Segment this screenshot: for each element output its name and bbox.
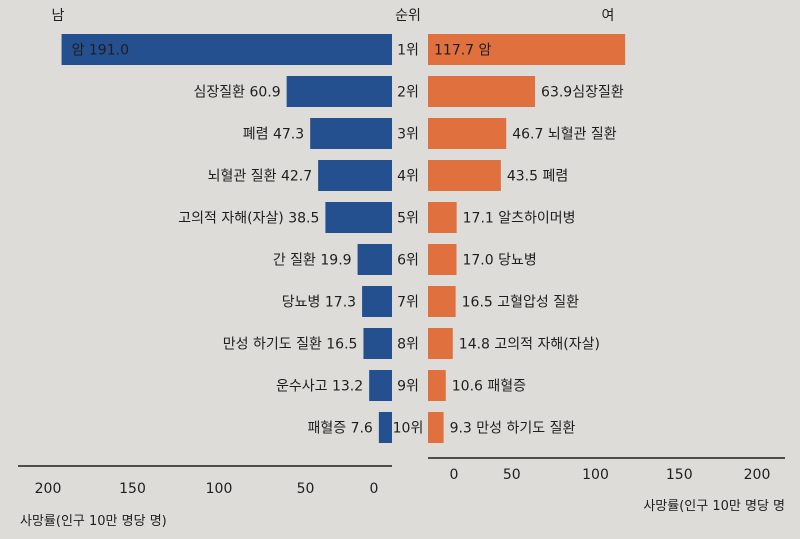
female-bar-label-7: 16.5 고혈압성 질환	[462, 295, 579, 311]
male-bar-label-4: 뇌혈관 질환 42.7	[208, 169, 312, 185]
female-bar-label-4: 43.5 폐렴	[507, 169, 568, 185]
female-bar-8	[428, 328, 453, 359]
male-bar-10	[378, 412, 392, 443]
left-axis-tick-150: 150	[119, 481, 146, 497]
male-bar-9	[369, 370, 392, 401]
rank-label-4: 4위	[397, 169, 419, 185]
rank-label-5: 5위	[397, 211, 419, 227]
male-bar-8	[363, 328, 392, 359]
right-axis-label: 사망률(인구 10만 명당 명	[643, 499, 785, 514]
male-bar-3	[310, 118, 392, 149]
female-bar-label-6: 17.0 당뇨병	[462, 253, 536, 269]
male-header: 남	[52, 8, 65, 24]
female-bar-2	[428, 76, 536, 107]
female-bar-9	[428, 370, 446, 401]
male-bar-4	[318, 160, 392, 191]
rank-label-8: 8위	[397, 337, 419, 353]
rank-label-7: 7위	[397, 295, 419, 311]
left-axis-tick-100: 100	[206, 481, 233, 497]
right-axis-tick-150: 150	[666, 467, 693, 483]
male-bar-2	[286, 76, 392, 107]
rank-label-9: 9위	[397, 379, 419, 395]
right-axis-tick-200: 200	[744, 467, 771, 483]
female-header: 여	[602, 8, 615, 24]
right-axis-tick-100: 100	[582, 467, 609, 483]
rank-label-1: 1위	[397, 43, 419, 59]
left-axis-tick-0: 0	[370, 481, 379, 497]
female-bar-10	[428, 412, 444, 443]
female-bar-label-10: 9.3 만성 하기도 질환	[450, 421, 576, 437]
male-bar-label-3: 폐렴 47.3	[243, 127, 304, 143]
rank-label-10: 10위	[393, 421, 424, 437]
male-bar-label-9: 운수사고 13.2	[276, 379, 363, 395]
female-bar-7	[428, 286, 456, 317]
rank-label-2: 2위	[397, 85, 419, 101]
male-bar-label-8: 만성 하기도 질환 16.5	[223, 337, 358, 353]
right-axis-tick-50: 50	[503, 467, 521, 483]
right-axis-tick-0: 0	[450, 467, 459, 483]
male-bar-label-5: 고의적 자해(자살) 38.5	[178, 211, 319, 227]
male-bar-7	[362, 286, 392, 317]
left-axis-tick-200: 200	[35, 481, 62, 497]
female-bar-label-2: 63.9심장질환	[541, 85, 624, 101]
female-bar-label-9: 10.6 패혈증	[452, 379, 526, 395]
female-bar-label-5: 17.1 알츠하이머병	[463, 211, 576, 227]
female-bar-6	[428, 244, 457, 275]
male-bar-5	[325, 202, 392, 233]
female-bar-label-3: 46.7 뇌혈관 질환	[512, 127, 617, 143]
male-bar-6	[357, 244, 392, 275]
male-bar-1	[61, 34, 392, 65]
male-bar-label-6: 간 질환 19.9	[273, 253, 352, 269]
rank-header: 순위	[395, 8, 421, 24]
female-bar-4	[428, 160, 501, 191]
female-bar-1	[428, 34, 626, 65]
rank-label-6: 6위	[397, 253, 419, 269]
male-bar-label-7: 당뇨병 17.3	[282, 295, 356, 311]
male-bar-label-1: 암 191.0	[72, 43, 129, 59]
left-axis-label: 사망률(인구 10만 명당 명)	[20, 514, 167, 529]
male-bar-label-2: 심장질환 60.9	[193, 85, 280, 101]
female-bar-3	[428, 118, 507, 149]
female-bar-5	[428, 202, 457, 233]
female-bar-label-8: 14.8 고의적 자해(자살)	[459, 337, 600, 353]
female-bar-label-1: 117.7 암	[434, 43, 492, 59]
rank-label-3: 3위	[397, 127, 419, 143]
left-axis-tick-50: 50	[297, 481, 315, 497]
male-bar-label-10: 패혈증 7.6	[307, 421, 372, 437]
